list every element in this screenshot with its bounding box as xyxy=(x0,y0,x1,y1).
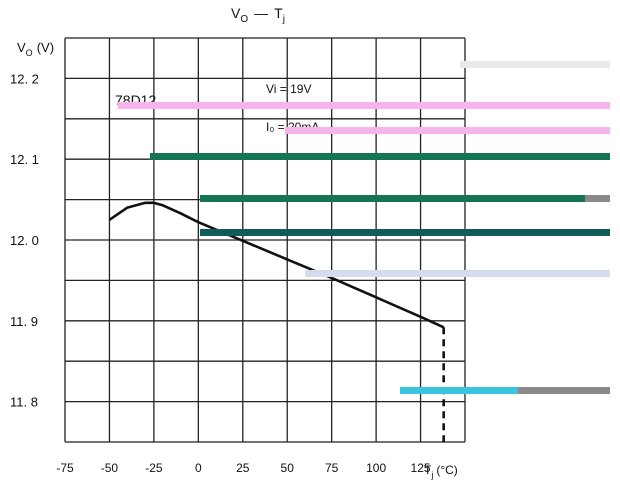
scan-artifact-gray-top xyxy=(460,61,610,68)
x-axis-label: Tj (°C) xyxy=(424,463,458,480)
scan-artifact-pink-2 xyxy=(285,127,610,134)
annotation-input-voltage: Vi = 19V xyxy=(266,82,311,96)
x-tick-label: 75 xyxy=(325,461,339,475)
x-tick-label: 125 xyxy=(411,461,431,475)
y-tick-label: 12. 2 xyxy=(10,71,39,86)
y-tick-label: 12. 1 xyxy=(10,152,39,167)
x-tick-label: 0 xyxy=(195,461,202,475)
y-tick-labels: 11. 8 11. 9 12. 0 12. 1 12. 2 xyxy=(10,71,39,409)
y-tick-label: 12. 0 xyxy=(10,233,39,248)
x-tick-label: -75 xyxy=(56,461,74,475)
x-tick-label: 50 xyxy=(281,461,295,475)
scan-artifact-teal xyxy=(200,229,610,236)
series-layer xyxy=(108,201,445,442)
grid xyxy=(64,37,466,443)
x-tick-label: 25 xyxy=(236,461,250,475)
scan-artifact-green-1 xyxy=(150,153,610,160)
x-tick-label: -25 xyxy=(145,461,163,475)
series-line xyxy=(108,201,445,329)
scan-artifact-gray-2 xyxy=(585,195,610,202)
y-tick-label: 11. 9 xyxy=(10,314,38,329)
y-axis-label: VO (V) xyxy=(17,40,54,58)
scan-artifact-gray-bottom xyxy=(518,387,610,394)
chart-title: VO — Tj xyxy=(231,5,285,25)
x-tick-label: -50 xyxy=(101,461,119,475)
scan-artifact-green-2 xyxy=(200,195,585,202)
scan-artifact-pink-1 xyxy=(118,102,610,109)
y-tick-label: 11. 8 xyxy=(10,395,38,410)
x-tick-label: 100 xyxy=(366,461,386,475)
x-tick-labels: -75 -50 -25 0 25 50 75 100 125 xyxy=(56,461,431,475)
scan-artifact-lavender xyxy=(305,270,610,277)
scan-artifact-cyan xyxy=(400,387,518,394)
